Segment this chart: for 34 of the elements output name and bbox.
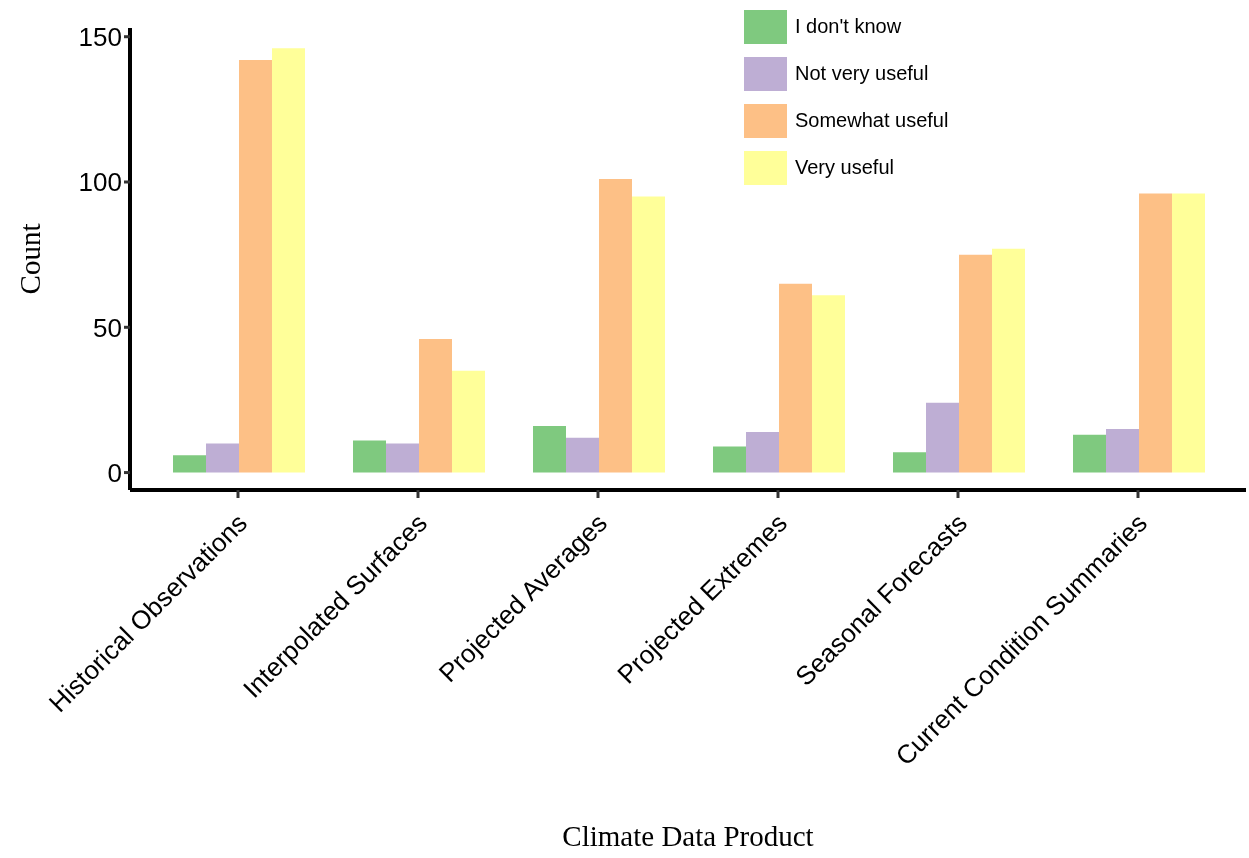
- bar: [959, 254, 992, 473]
- legend-label: Somewhat useful: [795, 109, 949, 132]
- bar: [206, 443, 239, 473]
- legend-label: Very useful: [795, 156, 894, 179]
- legend-label: I don't know: [795, 15, 902, 38]
- legend-label: Not very useful: [795, 62, 929, 85]
- x-axis-title: Climate Data Product: [562, 820, 814, 852]
- bar: [533, 426, 566, 473]
- y-tick-label: 150: [78, 21, 122, 52]
- bar: [272, 48, 305, 473]
- bar: [779, 283, 812, 473]
- bar: [632, 196, 665, 473]
- bar: [926, 402, 959, 473]
- bar: [1172, 193, 1205, 473]
- y-tick-label: 0: [107, 457, 122, 488]
- bar: [599, 179, 632, 473]
- bar: [893, 452, 926, 473]
- bar: [1139, 193, 1172, 473]
- bar: [1106, 428, 1139, 473]
- y-tick-label: 50: [93, 312, 122, 343]
- bar: [452, 370, 485, 473]
- bar: [812, 295, 845, 473]
- bar: [239, 59, 272, 473]
- bar: [353, 440, 386, 473]
- bar: [746, 431, 779, 473]
- bar: [713, 446, 746, 473]
- bar: [992, 248, 1025, 473]
- y-axis-title: Count: [14, 223, 47, 295]
- bar: [173, 455, 206, 473]
- bar: [1073, 434, 1106, 473]
- bar: [386, 443, 419, 473]
- y-tick-label: 100: [78, 167, 122, 198]
- bar: [419, 338, 452, 473]
- bar: [566, 437, 599, 473]
